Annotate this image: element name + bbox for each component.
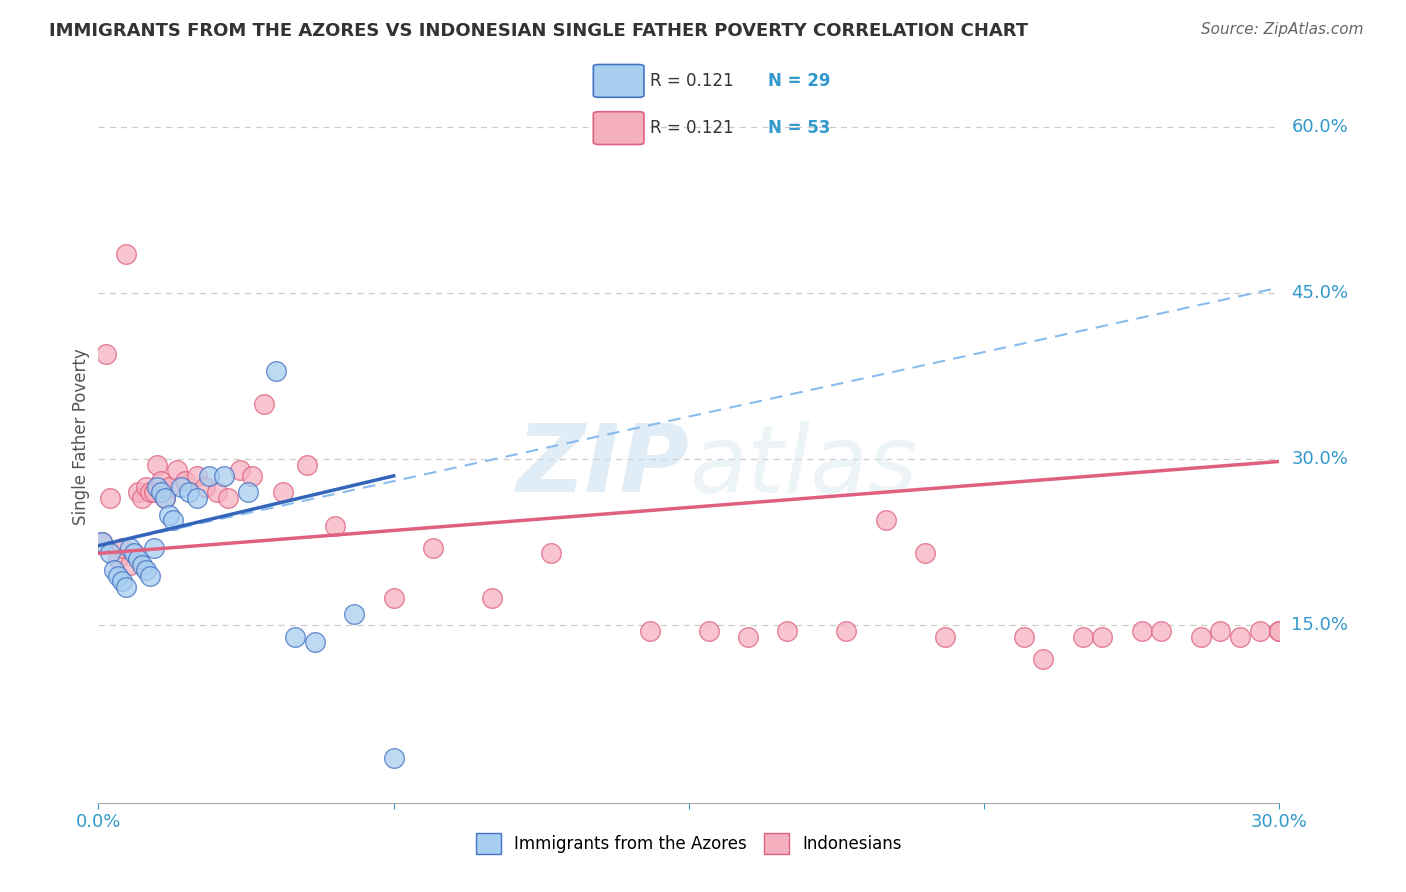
Point (96, 347, 118, 361)
FancyBboxPatch shape (593, 112, 644, 145)
Point (1130, 624, 1153, 638)
Point (229, 463, 252, 477)
Point (304, 635, 326, 649)
Point (481, 591, 503, 605)
Point (1268, 624, 1291, 638)
Point (98, 491, 121, 505)
Point (737, 630, 759, 644)
Point (150, 485, 173, 500)
Point (253, 397, 276, 411)
Point (122, 546, 145, 560)
Point (118, 541, 141, 555)
Point (166, 463, 188, 477)
Point (1012, 630, 1035, 644)
Point (214, 468, 236, 483)
Point (174, 475, 197, 489)
Point (135, 563, 157, 577)
Text: 15.0%: 15.0% (1291, 616, 1348, 634)
Text: 45.0%: 45.0% (1291, 284, 1348, 302)
Text: Source: ZipAtlas.com: Source: ZipAtlas.com (1201, 22, 1364, 37)
Point (103, 563, 125, 577)
Point (155, 491, 177, 505)
Point (323, 518, 346, 533)
Text: N = 29: N = 29 (768, 72, 830, 90)
Point (107, 552, 129, 566)
Point (205, 485, 228, 500)
Legend: Immigrants from the Azores, Indonesians: Immigrants from the Azores, Indonesians (470, 827, 908, 860)
Point (138, 485, 160, 500)
Point (111, 541, 134, 555)
Point (1091, 630, 1114, 644)
Point (1150, 624, 1173, 638)
Point (776, 624, 799, 638)
Text: 30.0%: 30.0% (1291, 450, 1348, 468)
Point (91, 535, 114, 549)
Point (1268, 624, 1291, 638)
Text: 60.0%: 60.0% (1291, 118, 1348, 136)
Point (111, 574, 134, 589)
Point (162, 513, 184, 527)
Point (540, 546, 562, 560)
Point (115, 580, 138, 594)
Text: IMMIGRANTS FROM THE AZORES VS INDONESIAN SINGLE FATHER POVERTY CORRELATION CHART: IMMIGRANTS FROM THE AZORES VS INDONESIAN… (49, 22, 1028, 40)
Point (127, 552, 149, 566)
Point (197, 468, 219, 483)
Point (146, 480, 169, 494)
Point (131, 558, 153, 572)
Point (107, 568, 129, 582)
Point (914, 546, 936, 560)
Point (264, 363, 287, 377)
Point (157, 480, 180, 494)
Point (934, 630, 956, 644)
Point (1249, 624, 1271, 638)
Point (217, 491, 239, 505)
Point (835, 624, 858, 638)
Point (135, 480, 157, 494)
Point (422, 541, 444, 555)
Point (98, 546, 121, 560)
Point (343, 607, 366, 622)
Point (240, 468, 263, 483)
Point (118, 558, 141, 572)
Text: ZIP: ZIP (516, 420, 689, 512)
Point (131, 491, 153, 505)
Text: N = 53: N = 53 (768, 120, 830, 137)
Point (382, 751, 405, 765)
Point (1209, 624, 1232, 638)
Point (236, 485, 259, 500)
Point (186, 468, 208, 483)
Point (875, 513, 897, 527)
Point (127, 485, 149, 500)
Point (638, 624, 661, 638)
Point (150, 475, 173, 489)
Point (1189, 630, 1212, 644)
Point (115, 247, 138, 261)
Point (1229, 630, 1251, 644)
Point (146, 458, 169, 472)
Point (382, 591, 405, 605)
Point (142, 485, 165, 500)
Point (142, 541, 165, 555)
Y-axis label: Single Father Poverty: Single Father Poverty (72, 349, 90, 525)
Text: R = 0.121: R = 0.121 (650, 120, 733, 137)
Point (157, 508, 180, 522)
Text: atlas: atlas (689, 421, 917, 512)
Point (122, 546, 145, 560)
Point (295, 458, 318, 472)
Point (1071, 630, 1094, 644)
Text: R = 0.121: R = 0.121 (650, 72, 733, 90)
Point (170, 480, 193, 494)
Point (177, 485, 200, 500)
Point (138, 568, 160, 582)
Point (697, 624, 720, 638)
FancyBboxPatch shape (593, 64, 644, 97)
Point (194, 480, 217, 494)
Point (186, 491, 208, 505)
Point (273, 485, 295, 500)
Point (1032, 651, 1054, 665)
Point (284, 630, 307, 644)
Point (155, 491, 177, 505)
Point (91, 535, 114, 549)
